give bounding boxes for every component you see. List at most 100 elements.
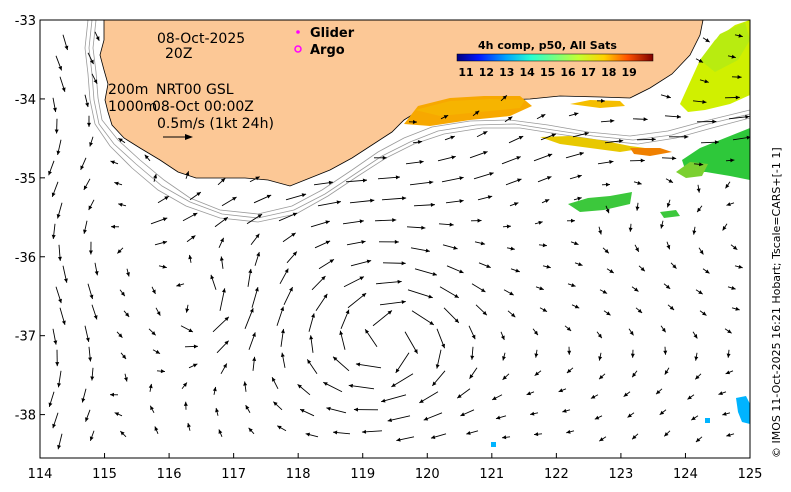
current-arrow: [538, 243, 548, 248]
current-arrow: [722, 223, 728, 231]
current-arrow: [252, 356, 257, 371]
current-arrow: [691, 415, 699, 421]
current-arrow: [311, 275, 326, 291]
current-arrow: [332, 356, 350, 372]
current-arrow: [695, 58, 704, 63]
isobath-200m: [92, 20, 750, 215]
current-arrow: [340, 309, 350, 329]
current-arrow: [87, 283, 94, 300]
current-arrow: [506, 246, 515, 251]
current-arrow: [594, 415, 603, 420]
current-arrow: [249, 176, 260, 183]
current-arrow: [702, 37, 710, 43]
current-arrow: [435, 349, 442, 369]
current-arrow: [90, 367, 95, 381]
current-arrow: [539, 307, 548, 313]
current-arrow: [567, 283, 576, 287]
current-arrow: [533, 153, 553, 162]
lon-tick-label: 121: [479, 467, 504, 482]
current-arrow: [391, 373, 414, 388]
current-arrow: [245, 404, 251, 414]
current-arrow: [440, 114, 449, 120]
current-arrow: [566, 367, 574, 374]
current-arrow: [724, 95, 740, 100]
current-arrow: [692, 331, 698, 339]
current-arrow: [55, 55, 63, 71]
current-arrow: [247, 268, 253, 287]
current-arrow: [726, 432, 735, 437]
lon-tick-label: 115: [92, 467, 117, 482]
current-arrow: [347, 292, 367, 309]
current-arrow: [508, 135, 524, 144]
current-arrow: [566, 218, 576, 223]
current-arrow: [349, 198, 375, 204]
sst-patch-small-green: [660, 210, 680, 218]
current-arrow: [659, 409, 667, 416]
current-arrow: [212, 316, 230, 333]
current-arrow: [110, 224, 120, 229]
current-arrow: [510, 268, 520, 273]
current-arrow: [246, 213, 263, 225]
current-arrow: [254, 251, 261, 266]
current-arrow: [663, 283, 671, 290]
current-arrow: [375, 279, 402, 285]
isobath-1000m-b: [88, 20, 750, 219]
current-arrow: [631, 370, 638, 378]
current-arrow: [305, 432, 319, 438]
current-arrow: [731, 75, 742, 80]
current-arrow: [725, 181, 731, 189]
current-arrow: [59, 76, 66, 92]
current-arrow: [271, 377, 279, 389]
current-arrow: [180, 325, 194, 333]
current-arrow: [436, 328, 445, 349]
current-arrow: [348, 383, 375, 390]
current-arrow: [600, 119, 615, 124]
current-arrow: [501, 156, 521, 165]
current-arrow: [94, 262, 99, 276]
current-arrow: [598, 373, 606, 380]
current-arrow: [562, 408, 571, 413]
current-arrow: [606, 268, 615, 274]
current-arrow: [475, 304, 488, 316]
current-arrow: [660, 220, 665, 229]
current-arrow: [665, 178, 674, 184]
glider-marker: [296, 30, 300, 34]
current-arrow: [598, 352, 603, 361]
sst-patch-east-lime: [676, 162, 708, 178]
current-arrow: [565, 151, 584, 159]
current-arrow: [382, 261, 406, 266]
current-arrow: [308, 313, 315, 332]
current-arrow: [56, 139, 62, 156]
current-arrow: [623, 391, 631, 398]
lon-tick-label: 123: [608, 467, 633, 482]
current-arrow: [48, 391, 55, 408]
current-arrow: [123, 310, 130, 318]
current-arrow: [603, 310, 611, 316]
current-arrow: [118, 202, 127, 207]
current-arrow: [276, 306, 285, 326]
credit-text: © IMOS 11-Oct-2025 16:21 Hobart; Tscale=…: [770, 147, 783, 458]
current-arrow: [590, 394, 599, 399]
current-arrow: [110, 160, 119, 165]
current-arrow: [54, 118, 59, 134]
current-arrow: [373, 155, 387, 160]
current-arrow: [339, 330, 346, 350]
current-arrow: [431, 370, 446, 387]
plot-frame: [39, 19, 751, 459]
current-arrow: [596, 98, 606, 103]
current-arrow: [664, 367, 670, 375]
current-arrow: [219, 256, 224, 269]
current-arrow: [570, 241, 579, 246]
current-arrow: [86, 115, 91, 127]
current-arrow: [438, 222, 454, 227]
current-arrow: [692, 226, 697, 235]
current-arrow: [342, 219, 364, 225]
current-arrow: [117, 247, 124, 254]
current-arrow: [407, 289, 433, 299]
lon-tick-label: 120: [415, 467, 440, 482]
current-arrow: [476, 131, 488, 138]
current-arrow: [630, 349, 635, 358]
current-arrow: [469, 151, 488, 159]
current-arrow: [599, 436, 607, 442]
lon-tick-label: 124: [673, 467, 698, 482]
